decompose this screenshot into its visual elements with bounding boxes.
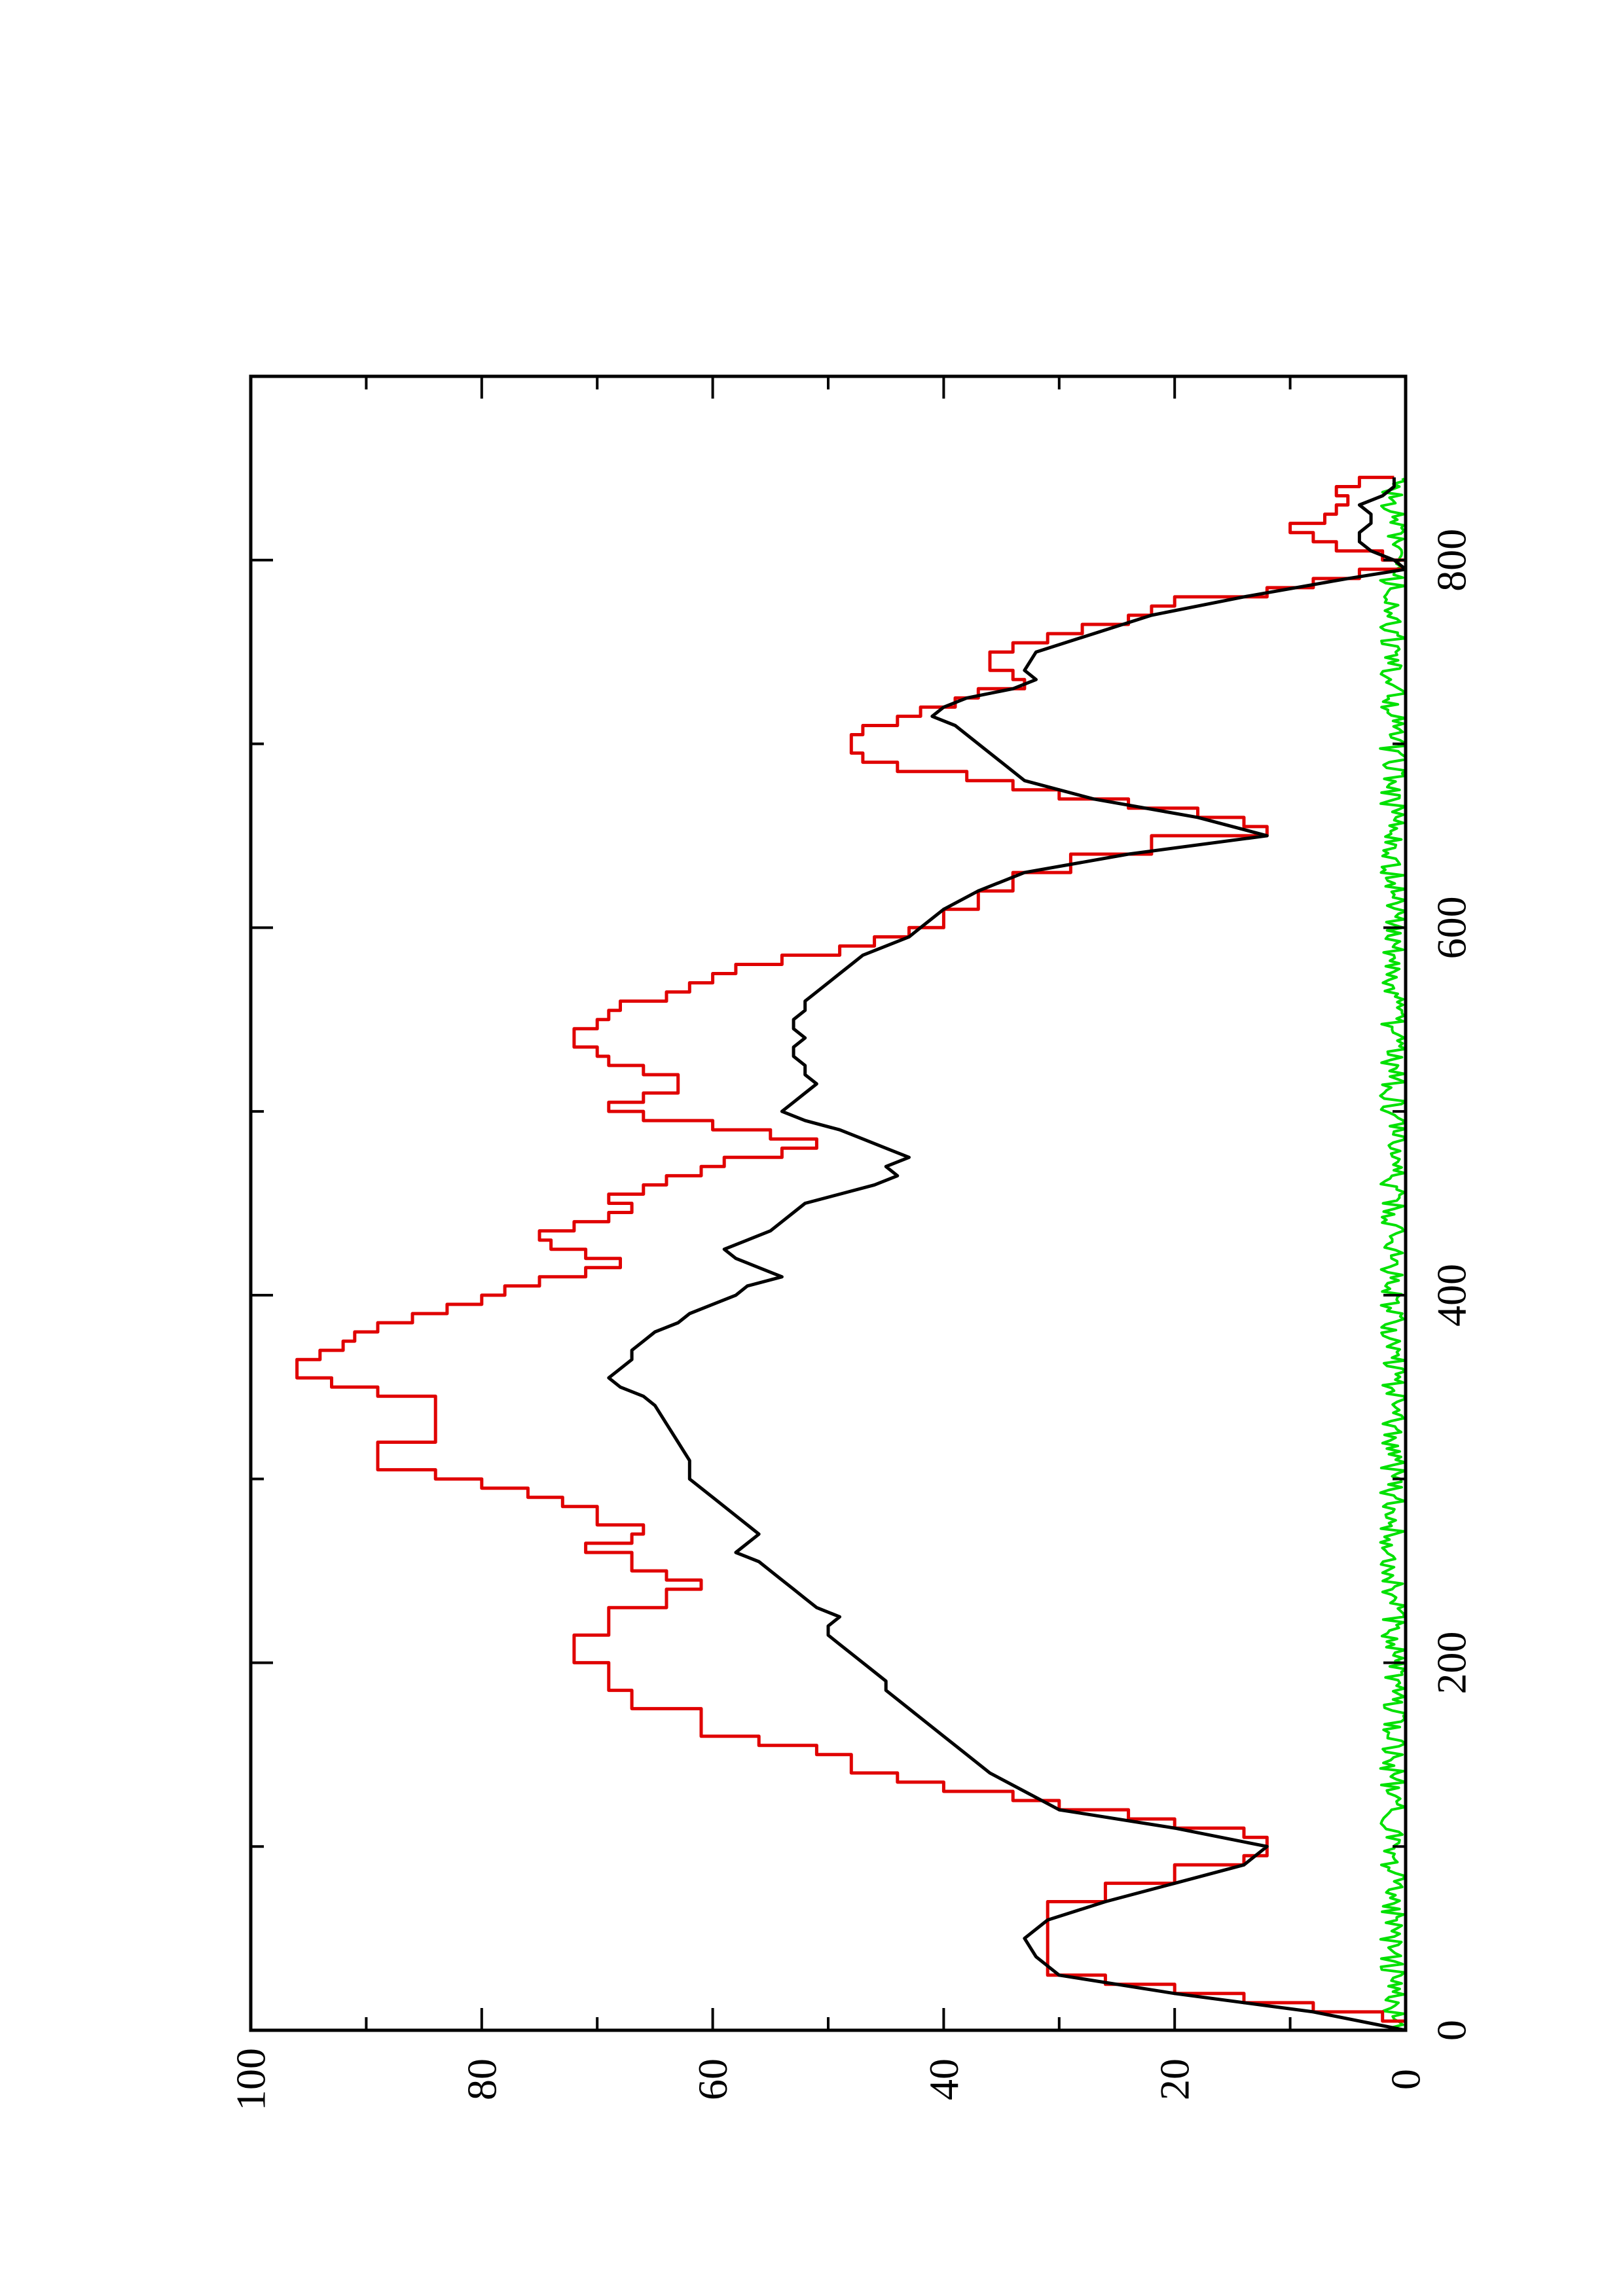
y-tick-label: 100 xyxy=(228,2048,274,2111)
y-tick-label: 20 xyxy=(1152,2058,1198,2100)
tick-layer xyxy=(249,376,1407,2032)
series-layer xyxy=(295,475,1408,2032)
y-tick-label: 0 xyxy=(1383,2069,1429,2090)
x-tick-label: 800 xyxy=(1429,529,1475,592)
y-tick-label: 40 xyxy=(921,2058,967,2100)
label-layer: 0 200 400 600 800 0 20 40 60 80 100 xyxy=(228,529,1475,2111)
x-tick-label: 200 xyxy=(1429,1631,1475,1694)
x-tick-label: 600 xyxy=(1429,896,1475,959)
series-line-2 xyxy=(1379,477,1407,2032)
series-line-1 xyxy=(607,477,1408,2032)
series-line-0 xyxy=(295,475,1408,2030)
y-tick-label: 60 xyxy=(689,2058,736,2100)
y-tick-label: 80 xyxy=(458,2058,505,2100)
x-tick-label: 400 xyxy=(1429,1264,1475,1327)
x-tick-label: 0 xyxy=(1429,2020,1475,2041)
